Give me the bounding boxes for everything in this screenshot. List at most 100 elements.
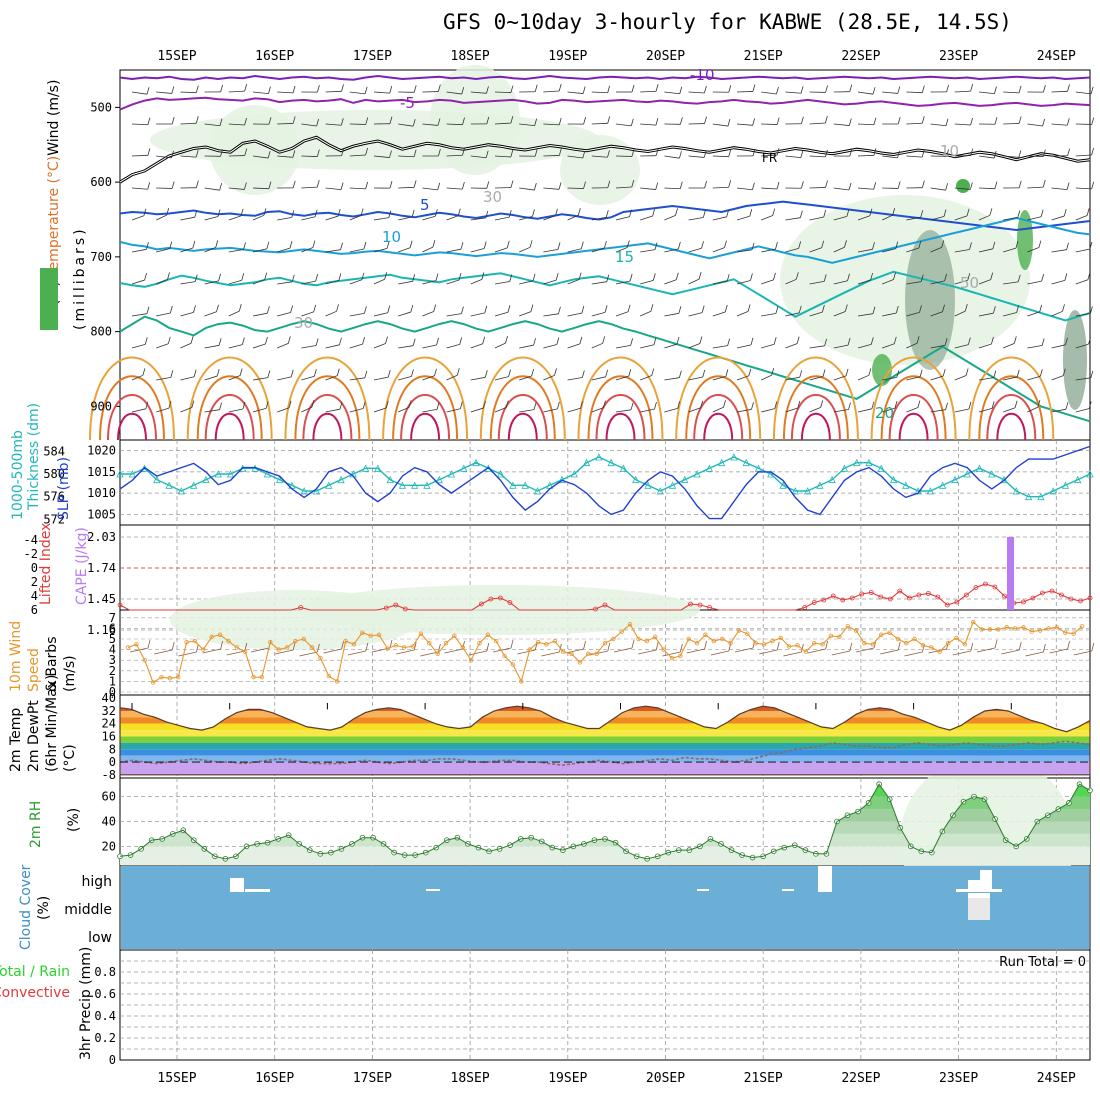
wind-barb: [444, 648, 463, 654]
wind-barb: [228, 279, 242, 285]
isotherm-warm: [107, 394, 157, 441]
wind-barb: [301, 123, 317, 127]
wind-barb: [349, 279, 363, 285]
wind-barb: [785, 91, 802, 94]
wind-barb: [1018, 180, 1022, 188]
wind-barb: [265, 336, 268, 345]
wind-barb: [252, 248, 267, 253]
wind-barb: [411, 369, 414, 377]
wind-barb: [873, 182, 877, 190]
wind-barb: [349, 408, 364, 413]
wind-barb: [640, 279, 654, 285]
wind-barb: [325, 280, 339, 285]
wind-barb: [631, 179, 635, 188]
date-label-top: 16SEP: [255, 49, 294, 64]
wind-barb: [1075, 408, 1090, 413]
wind-barb: [325, 187, 342, 191]
wind-barb: [1090, 306, 1093, 314]
wind-barb: [750, 273, 753, 281]
date-label-top: 17SEP: [353, 49, 392, 64]
wind-barb: [775, 241, 778, 250]
wind-barb: [991, 336, 994, 345]
wind-barb: [156, 312, 171, 317]
wind-barb: [398, 247, 411, 253]
wind-barb: [195, 116, 199, 124]
lifted-index-line: [119, 583, 1091, 611]
wind-barb: [567, 187, 584, 189]
wind-barb: [688, 278, 700, 285]
wind-barb: [180, 216, 195, 221]
tick-label: 0: [109, 685, 116, 699]
wind-barb: [517, 649, 536, 655]
wind-barb: [180, 342, 192, 349]
wind-barb: [1042, 149, 1046, 157]
wind-barb: [349, 215, 362, 221]
cloud-block: [782, 889, 794, 891]
left-label: SLP (mb): [56, 457, 72, 520]
wind-barb: [301, 247, 314, 253]
wind-barb: [954, 408, 970, 413]
wind-speed-point: [845, 624, 850, 629]
wind-speed-point: [611, 636, 616, 642]
wind-barb: [413, 180, 417, 188]
wind-barb: [204, 409, 220, 413]
wind-barb: [398, 155, 415, 158]
wind-barb: [1003, 217, 1018, 221]
wind-barb: [724, 304, 728, 313]
isotherm-warm: [400, 394, 451, 441]
wind-barb: [726, 274, 730, 282]
wind-barb: [906, 342, 918, 349]
wind-barb: [277, 217, 292, 221]
wind-barb: [1066, 242, 1069, 250]
wind-barb: [317, 643, 320, 653]
wind-barb: [615, 186, 632, 189]
wind-barb: [954, 123, 971, 126]
wind-barb: [893, 272, 896, 280]
wind-barb: [583, 640, 586, 650]
wind-barb: [510, 639, 514, 649]
wind-barb: [917, 400, 921, 408]
wind-barb: [131, 344, 146, 349]
wind-barb: [825, 85, 828, 93]
wind-barb: [954, 90, 971, 93]
wind-barb: [736, 91, 753, 93]
wind-barb: [505, 336, 508, 344]
wind-barb: [373, 247, 388, 253]
wind-barb: [267, 150, 271, 159]
wind-barb: [180, 122, 197, 125]
wind-barb: [847, 273, 850, 281]
wind-barb: [325, 375, 338, 381]
wind-barb: [1040, 209, 1044, 217]
left-label: CAPE (J/kg): [74, 527, 90, 605]
wind-barb: [422, 344, 437, 349]
wind-barb: [228, 215, 242, 221]
wind-barb: [398, 345, 414, 349]
lifted-point: [897, 588, 903, 594]
wind-barb: [1041, 338, 1045, 346]
isotherm-20: [119, 315, 1091, 423]
wind-barb: [266, 241, 270, 249]
wind-barb: [483, 400, 486, 409]
wind-barb: [470, 248, 485, 253]
wind-barb: [776, 147, 780, 156]
wind-barb: [481, 272, 485, 280]
left-label: Convective: [0, 985, 70, 1001]
wind-barb: [533, 182, 537, 191]
date-label-bottom: 15SEP: [157, 1071, 196, 1086]
wind-speed-point: [912, 636, 917, 642]
wind-barb: [389, 639, 393, 649]
wind-barb: [1027, 247, 1040, 253]
wind-barb: [470, 343, 483, 349]
wind-barb: [796, 336, 800, 344]
date-label-top: 23SEP: [939, 49, 978, 64]
wind-barb: [702, 210, 706, 218]
wind-barb: [761, 248, 776, 253]
wind-barb: [704, 85, 707, 94]
wind-barb: [578, 272, 582, 280]
wind-barb: [470, 91, 487, 94]
wind-barb: [978, 187, 995, 190]
tick-label: 6: [31, 603, 38, 617]
wind-barb: [712, 247, 725, 253]
isotherm-warm: [89, 356, 175, 441]
wind-barb: [921, 150, 925, 158]
